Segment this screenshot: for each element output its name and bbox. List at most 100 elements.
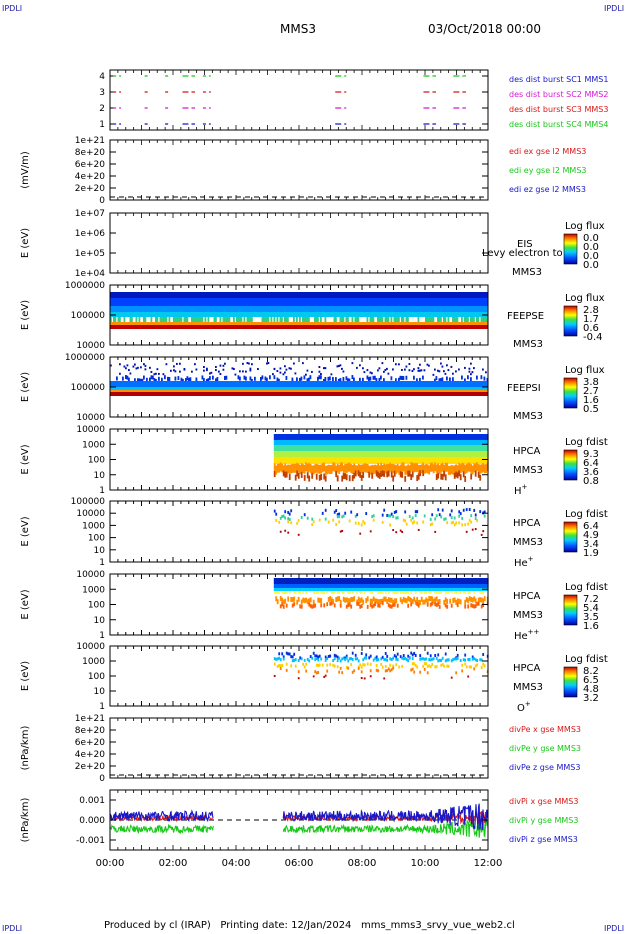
- spectrogram-cell: [147, 392, 150, 396]
- spectrogram-cell: [458, 392, 460, 396]
- spectrogram-cell: [206, 367, 208, 370]
- spectrogram-cell: [164, 322, 166, 325]
- legend-entry: edi ex gse l2 MMS3: [509, 147, 586, 156]
- spectrogram-cell: [482, 322, 484, 325]
- spectrogram-cell: [260, 376, 262, 381]
- spectrogram-cell: [282, 322, 285, 325]
- spectrogram-cell: [279, 312, 282, 317]
- spectrogram-cell: [471, 322, 474, 325]
- spectrogram-cell: [387, 387, 390, 390]
- spectrogram-cell: [288, 306, 291, 312]
- spectrogram-cell: [285, 392, 288, 396]
- spectrogram-cell: [452, 312, 454, 317]
- spectrogram-cell: [336, 463, 339, 473]
- spectrogram-cell: [485, 371, 487, 374]
- spectrogram-cell: [467, 312, 469, 317]
- spectrogram-cell: [155, 387, 157, 390]
- spectrogram-cell: [290, 367, 292, 370]
- spectrogram-cell: [438, 312, 441, 317]
- spectrogram-cell: [368, 322, 370, 325]
- spectrogram-cell: [435, 392, 438, 396]
- spectrogram-cell: [278, 292, 280, 298]
- spectrogram-cell: [158, 387, 160, 390]
- spectrogram-cell: [417, 473, 420, 480]
- spectrogram-cell: [192, 390, 195, 392]
- spectrogram-cell: [279, 292, 282, 298]
- spectrogram-cell: [152, 322, 154, 325]
- spectrogram-cell: [417, 440, 420, 445]
- spectrogram-cell: [327, 387, 330, 390]
- spectrogram-cell: [467, 445, 470, 451]
- spectrogram-cell: [452, 306, 454, 312]
- colorbar-tick-label: 0.0: [583, 251, 599, 262]
- spectrogram-cell: [401, 445, 404, 451]
- spectrogram-cell: [456, 387, 459, 390]
- spectrogram-cell: [165, 312, 168, 317]
- spectrogram-cell: [417, 322, 420, 325]
- spectrogram-cell: [440, 457, 443, 464]
- spectrogram-cell: [294, 322, 297, 325]
- spectrogram-cell: [150, 306, 153, 312]
- spectrogram-cell: [416, 451, 419, 457]
- spectrogram-cell: [162, 325, 165, 329]
- spectrogram-cell: [320, 445, 323, 451]
- spectrogram-cell: [246, 325, 249, 329]
- spectrogram-cell: [419, 464, 422, 474]
- spectrogram-cell: [323, 440, 326, 445]
- spectrogram-cell: [456, 317, 459, 322]
- spectrogram-cell: [140, 392, 142, 396]
- spectrogram-cell: [204, 322, 207, 325]
- spectrogram-cell: [483, 292, 486, 298]
- spectrogram-cell: [131, 381, 133, 387]
- spectrogram-cell: [168, 392, 171, 396]
- spectrogram-cell: [231, 322, 234, 325]
- spectrogram-cell: [422, 434, 425, 440]
- spectrogram-cell: [441, 473, 444, 480]
- spectrogram-cell: [209, 387, 211, 390]
- spectrogram-cell: [317, 312, 319, 317]
- spectrogram-cell: [200, 317, 202, 322]
- spectrogram-cell: [198, 312, 201, 317]
- spectrogram-cell: [395, 451, 398, 457]
- spectrogram-cell: [320, 464, 323, 474]
- spectrogram-cell: [345, 392, 348, 396]
- spectrogram-cell: [330, 387, 333, 390]
- spectrogram-cell: [455, 292, 457, 298]
- y-tick-label: 3: [99, 88, 105, 98]
- spectrogram-cell: [113, 325, 115, 329]
- spectrogram-cell: [413, 445, 416, 451]
- spectrogram-cell: [176, 392, 178, 396]
- spectrogram-cell: [141, 312, 144, 317]
- spectrogram-cell: [272, 392, 274, 396]
- spectrogram-cell: [180, 392, 183, 396]
- spectrogram-cell: [390, 381, 393, 387]
- spectrogram-cell: [141, 390, 144, 392]
- spectrogram-cell: [387, 381, 390, 387]
- spectrogram-cell: [272, 390, 274, 392]
- spectrogram-cell: [353, 377, 355, 382]
- spectrogram-cell: [311, 440, 314, 445]
- spectrogram-cell: [312, 312, 315, 317]
- spectrogram-cell: [354, 298, 357, 306]
- spectrogram-cell: [210, 390, 213, 392]
- spectrogram-cell: [131, 387, 133, 390]
- spectrogram-cell: [473, 434, 476, 440]
- spectrogram-cell: [429, 322, 432, 325]
- spectrogram-cell: [438, 451, 441, 457]
- spectrogram-cell: [441, 445, 444, 451]
- spectrogram-cell: [351, 362, 354, 365]
- spectrogram-cell: [390, 445, 393, 451]
- spectrogram-cell: [246, 381, 249, 387]
- spectrogram-cell: [374, 464, 377, 474]
- spectrogram-cell: [357, 292, 360, 298]
- spectrogram-cell: [140, 366, 142, 369]
- spectrogram-cell: [339, 440, 342, 445]
- spectrogram-cell: [240, 322, 243, 325]
- spectrogram-cell: [335, 298, 337, 306]
- spectrogram-cell: [435, 390, 438, 392]
- spectrogram-cell: [323, 367, 325, 370]
- spectrogram-cell: [365, 451, 368, 457]
- spectrogram-cell: [333, 434, 336, 440]
- spectrogram-cell: [384, 440, 387, 445]
- spectrogram-cell: [459, 392, 462, 396]
